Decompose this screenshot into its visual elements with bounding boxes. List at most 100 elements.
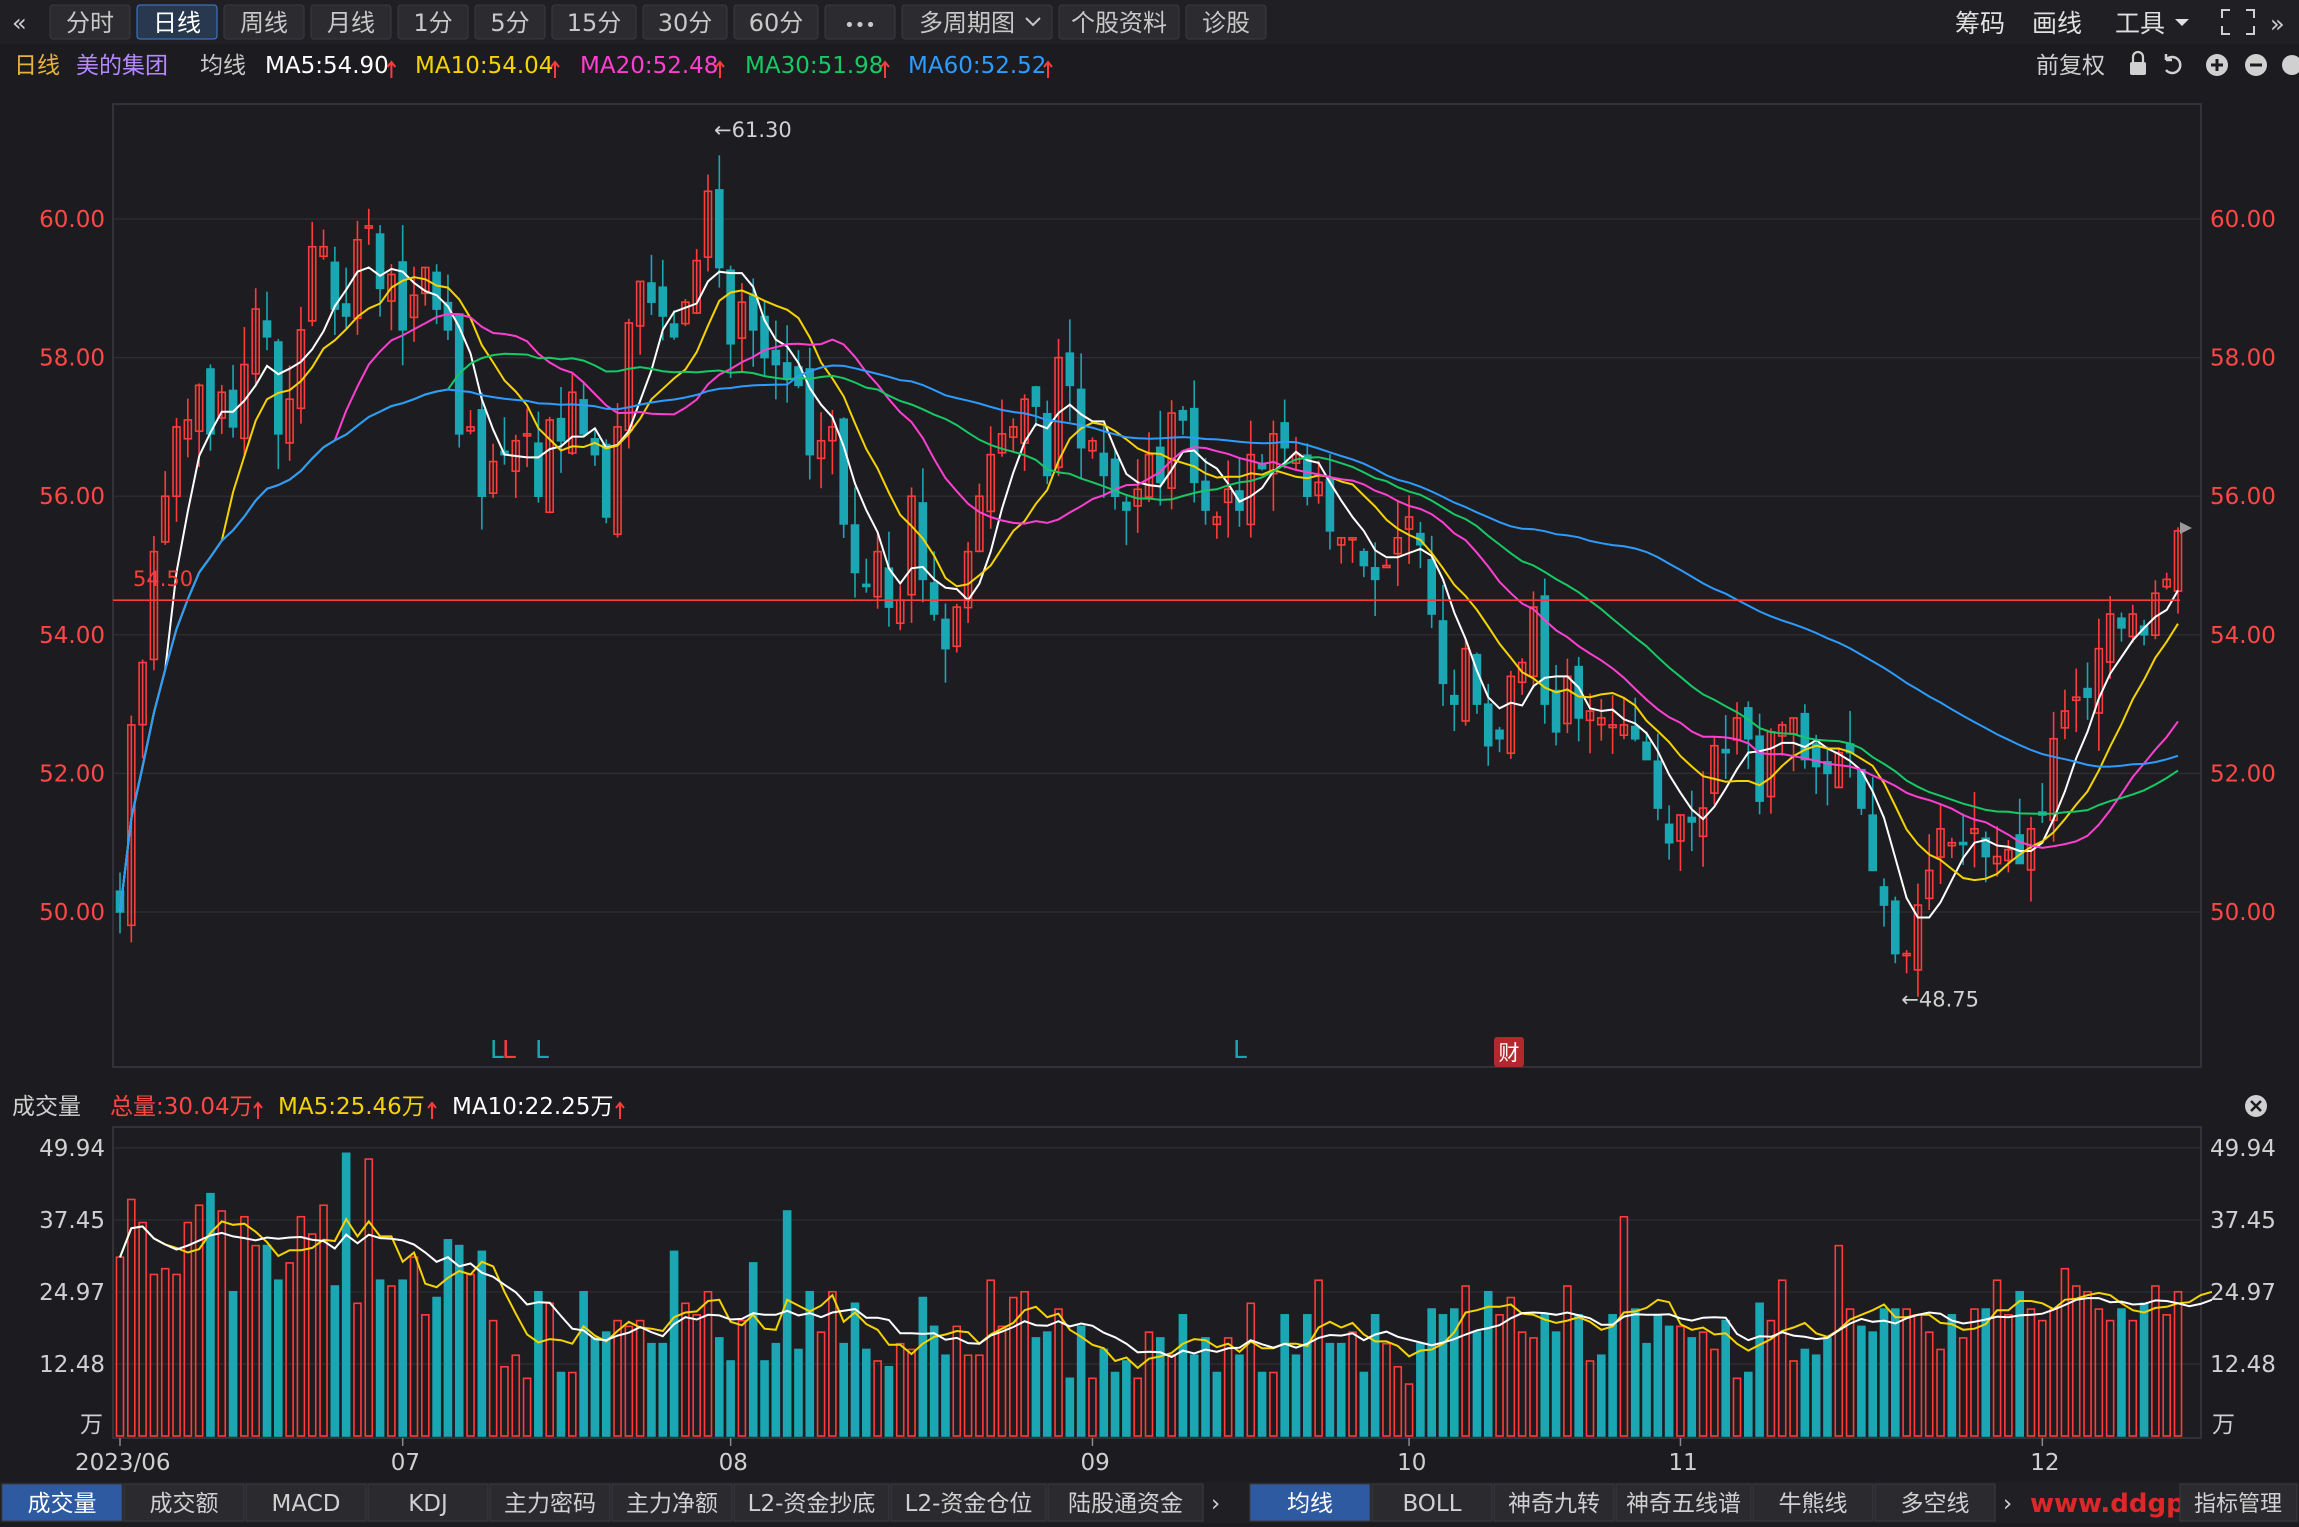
volume-bar [296, 1215, 306, 1437]
volume-bar [206, 1192, 215, 1437]
diagnose-button[interactable] [1185, 4, 1267, 40]
volume-ma-line [119, 1225, 2213, 1359]
tool-button[interactable]: 画线 [2032, 9, 2082, 38]
overlay-tab[interactable] [1371, 1483, 1493, 1522]
candle-body [1653, 760, 1663, 809]
chevron-right-icon[interactable]: › [1211, 1491, 1220, 1517]
stock-info-button[interactable] [1058, 4, 1180, 40]
period-label: 5分 [490, 9, 529, 37]
period-button[interactable] [223, 4, 305, 40]
candle-body [1314, 481, 1323, 497]
l-marker[interactable]: L [1233, 1035, 1247, 1064]
indicator-tab[interactable] [733, 1483, 890, 1522]
volume-bar [228, 1290, 238, 1437]
indicator-tab[interactable] [245, 1483, 367, 1522]
chevrons-right-icon[interactable]: » [2270, 10, 2285, 38]
multi-period-button[interactable] [901, 4, 1053, 40]
volume-bar [1755, 1302, 1764, 1437]
indicator-tab[interactable] [367, 1483, 489, 1522]
l-marker[interactable]: L [490, 1035, 504, 1064]
indicator-tab[interactable] [1047, 1483, 1204, 1522]
candle-body [1393, 536, 1403, 555]
lock-icon[interactable] [2130, 62, 2146, 75]
candle-body [862, 583, 871, 588]
period-button[interactable] [397, 4, 469, 40]
volume-bar [1608, 1314, 1617, 1437]
indicator-tab[interactable] [123, 1483, 245, 1522]
x-tick-label: 11 [1668, 1450, 1697, 1476]
overlay-tab[interactable] [1493, 1483, 1615, 1522]
candle-body [1529, 606, 1538, 678]
volume-bar [1427, 1308, 1436, 1437]
candle-body [1970, 828, 1979, 835]
chevron-right-icon[interactable]: › [2003, 1491, 2012, 1517]
volume-bar [387, 1285, 396, 1437]
volume-bar [1257, 1371, 1267, 1437]
candle-body [805, 368, 815, 456]
indicator-tab[interactable] [489, 1483, 611, 1522]
period-button[interactable] [551, 4, 637, 40]
candle-body [816, 439, 826, 460]
candle-body [635, 280, 645, 327]
undo-icon[interactable] [2164, 54, 2182, 75]
volume-bar [217, 1210, 227, 1437]
period-tag: 日线 [14, 53, 60, 79]
ma-line [119, 352, 2179, 913]
l-marker[interactable]: L [502, 1035, 516, 1064]
period-button[interactable] [136, 4, 218, 40]
period-button[interactable] [733, 4, 819, 40]
indicator-tab[interactable] [1, 1483, 123, 1522]
tool-button[interactable]: 工具 [2115, 9, 2165, 38]
back-icon[interactable]: « [12, 9, 27, 37]
period-button[interactable] [474, 4, 546, 40]
volume-bar [149, 1273, 159, 1437]
volume-title: 成交量 [12, 1094, 81, 1120]
volume-bar [918, 1296, 928, 1437]
volume-bar [1506, 1296, 1516, 1437]
volume-bar [1958, 1337, 1968, 1437]
more-button[interactable] [824, 4, 896, 40]
volume-bar [748, 1262, 758, 1437]
period-button[interactable] [310, 4, 392, 40]
ma-line [119, 276, 2179, 913]
indicator-tab[interactable] [611, 1483, 733, 1522]
volume-bar [1823, 1337, 1832, 1437]
overlay-tab[interactable] [1752, 1483, 1874, 1522]
period-label: 15分 [567, 9, 622, 37]
volume-bar [2026, 1308, 2036, 1437]
candle-body [1710, 744, 1719, 794]
more-icon[interactable] [2282, 55, 2299, 75]
period-label: 分时 [66, 9, 114, 37]
indicator-manage-button[interactable] [2179, 1483, 2298, 1522]
candle-body [1495, 729, 1504, 740]
volume-bar [2151, 1285, 2160, 1437]
volume-bar [997, 1325, 1007, 1437]
period-button[interactable] [642, 4, 728, 40]
up-arrow-icon [1043, 60, 1053, 78]
adjust-mode[interactable]: 前复权 [2036, 53, 2105, 79]
volume-bar [1642, 1342, 1651, 1437]
overlay-tab[interactable] [1874, 1483, 1996, 1522]
candle-body [1834, 751, 1844, 789]
period-label: 1分 [413, 9, 452, 37]
overlay-tab[interactable] [1615, 1483, 1752, 1522]
volume-bar [715, 1337, 724, 1437]
finance-marker[interactable] [1494, 1037, 1524, 1067]
indicator-tab[interactable] [890, 1483, 1047, 1522]
volume-tick-label: 37.45 [2210, 1208, 2276, 1234]
stock-name[interactable]: 美的集团 [76, 53, 168, 79]
volume-bar [1800, 1348, 1810, 1437]
candle-body [183, 419, 193, 440]
price-tick-label: 50.00 [39, 900, 105, 926]
ma-line [119, 266, 2179, 919]
l-marker[interactable]: L [535, 1035, 549, 1064]
volume-bar [2004, 1314, 2013, 1437]
tool-button[interactable]: 筹码 [1955, 9, 2005, 38]
volume-bar [522, 1377, 532, 1437]
overlay-tab[interactable] [1249, 1483, 1371, 1522]
period-button[interactable] [49, 4, 131, 40]
up-arrow-icon [253, 1101, 263, 1119]
candle-body [1540, 595, 1550, 705]
expand-icon[interactable] [2221, 9, 2255, 35]
